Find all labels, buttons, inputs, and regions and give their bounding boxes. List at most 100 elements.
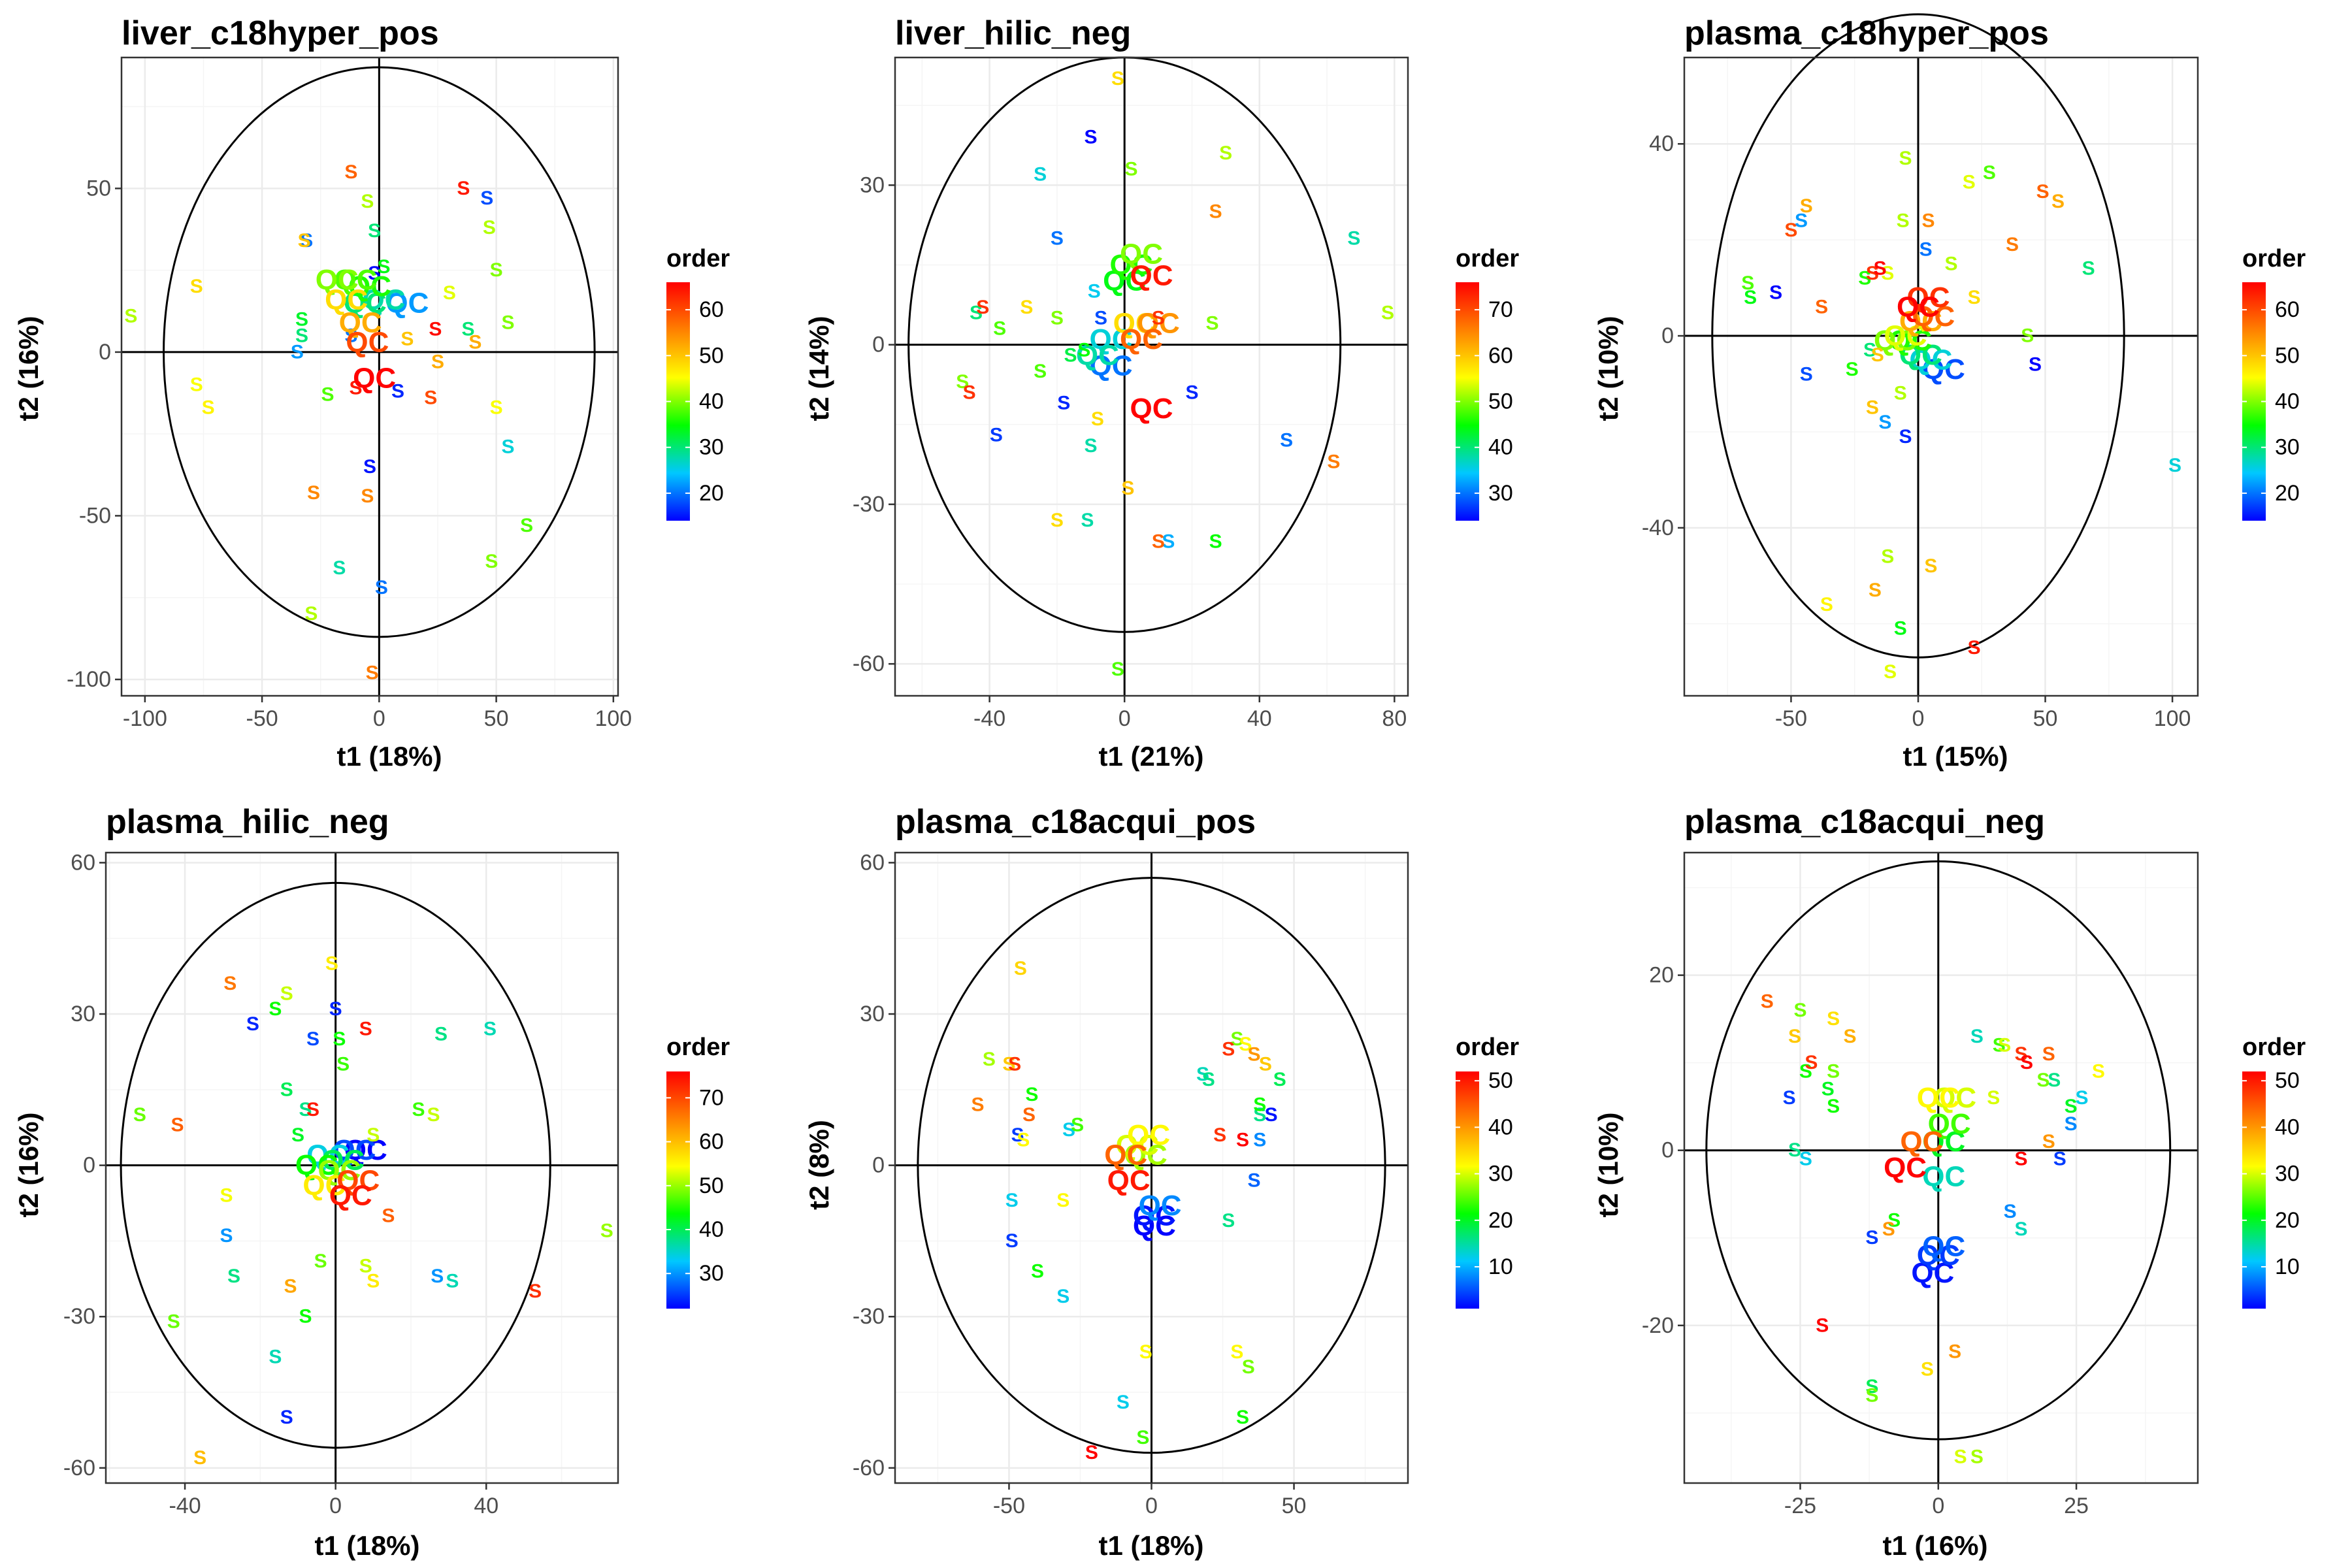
sample-point: S — [1273, 1069, 1286, 1090]
y-tick-label: 30 — [860, 172, 885, 197]
sample-point: S — [1136, 1427, 1149, 1448]
sample-point: S — [2004, 1201, 2017, 1222]
panel-1: liver_c18hyper_pos t1 (18%) t2 (16%) ord… — [13, 14, 730, 772]
colorbar-tick-label: 30 — [699, 435, 724, 460]
sample-point: S — [133, 1104, 146, 1126]
qc-point: QC — [329, 1179, 372, 1211]
sample-point: S — [1253, 1104, 1266, 1126]
sample-point: S — [1121, 478, 1134, 499]
order-colorbar: 10 20 30 40 50 — [2242, 1068, 2300, 1309]
sample-point: S — [970, 302, 983, 323]
y-tick-label: -20 — [1642, 1313, 1674, 1338]
sample-point: S — [1887, 1209, 1901, 1231]
sample-point: S — [502, 436, 515, 458]
sample-point: S — [1788, 1139, 1801, 1161]
sample-point: S — [2065, 1113, 2078, 1135]
sample-point: S — [1085, 127, 1098, 148]
sample-point: S — [1002, 1054, 1015, 1075]
plot-background — [895, 57, 1408, 696]
x-tick-label: -50 — [1775, 706, 1807, 731]
y-tick-label: 20 — [1649, 963, 1674, 988]
qc-point: QC — [1103, 265, 1146, 297]
sample-point: S — [367, 1271, 380, 1292]
x-tick-label: 100 — [2154, 706, 2191, 731]
sample-point: S — [1827, 1061, 1840, 1083]
y-tick-label: -50 — [79, 503, 111, 528]
sample-point: S — [1125, 158, 1138, 180]
sample-point: S — [1878, 412, 1891, 433]
sample-point: S — [424, 387, 437, 409]
axes: -50 0 50 100 -40 0 40 — [1642, 131, 2191, 731]
sample-point: S — [1866, 263, 1879, 284]
sample-point: S — [300, 230, 313, 252]
sample-point: S — [1022, 1104, 1036, 1126]
sample-point: S — [171, 1114, 184, 1135]
sample-point: S — [1209, 531, 1222, 552]
sample-point: S — [1922, 210, 1935, 231]
x-axis-label: t1 (15%) — [1903, 741, 2008, 772]
sample-point: S — [280, 983, 293, 1005]
sample-point: S — [1827, 1096, 1840, 1117]
sample-point: S — [344, 325, 357, 346]
panel-border — [120, 56, 619, 697]
sample-point: S — [1051, 307, 1064, 329]
sample-point: S — [1062, 1119, 1075, 1141]
sample-point: S — [1071, 1114, 1084, 1135]
qc-point: QC — [1900, 1126, 1943, 1158]
sample-point: S — [1844, 1026, 1857, 1047]
colorbar-tick-label: 50 — [1488, 389, 1513, 414]
sample-point: S — [1020, 297, 1033, 318]
sample-point: S — [457, 178, 470, 199]
order-colorbar: 30 40 50 60 70 — [1456, 282, 1513, 521]
qc-point: QC — [348, 270, 391, 302]
order-colorbar: 10 20 30 40 50 — [1456, 1068, 1513, 1309]
sample-point: S — [1222, 1039, 1235, 1060]
panel-title: plasma_c18hyper_pos — [1684, 14, 2049, 52]
qc-point: QC — [1120, 323, 1163, 355]
sample-point: S — [1247, 1169, 1260, 1191]
sample-point: S — [600, 1220, 613, 1242]
y-tick-label: 0 — [872, 333, 885, 357]
qc-point: QC — [1090, 323, 1133, 355]
qc-point: QC — [363, 284, 406, 316]
legend-title: order — [1456, 1034, 1519, 1061]
panel-title: plasma_c18acqui_neg — [1684, 803, 2045, 841]
y-tick-label: -30 — [63, 1304, 95, 1329]
sample-point: S — [190, 374, 203, 396]
panel-border — [105, 851, 619, 1484]
colorbar-tick-label: 20 — [1488, 1208, 1513, 1233]
sample-point: S — [291, 341, 304, 363]
sample-point: S — [368, 263, 381, 284]
colorbar-gradient — [666, 1071, 690, 1309]
sample-point: S — [1008, 1054, 1021, 1075]
x-tick-label: 0 — [373, 706, 385, 731]
colorbar-tick-label: 30 — [2275, 1162, 2300, 1186]
sample-point: S — [1963, 171, 1976, 193]
x-tick-label: -50 — [246, 706, 278, 731]
sample-point: S — [2036, 1070, 2050, 1091]
y-tick-label: 50 — [86, 176, 111, 201]
qc-point: QC — [316, 264, 359, 296]
sample-point: S — [1280, 430, 1293, 451]
sample-point: S — [1213, 1124, 1226, 1146]
colorbar-tick-label: 40 — [699, 389, 724, 414]
y-axis-label: t2 (14%) — [804, 316, 834, 421]
colorbar-tick-label: 40 — [2275, 1115, 2300, 1139]
sample-point: S — [2042, 1043, 2055, 1065]
sample-point: S — [1899, 148, 1912, 169]
sample-point: S — [446, 1271, 459, 1292]
qc-point: QC — [385, 287, 429, 319]
colorbar-tick-label: 40 — [2275, 389, 2300, 414]
sample-point: S — [2051, 191, 2065, 212]
sample-point: S — [1871, 344, 1884, 366]
sample-point: S — [520, 515, 533, 536]
axes: -100 -50 0 50 100 -100 -50 0 50 — [67, 176, 632, 731]
sample-point: S — [307, 482, 320, 504]
sample-point: S — [2036, 181, 2050, 203]
qc-point: QC — [1897, 291, 1940, 323]
x-tick-label: 100 — [595, 706, 632, 731]
qc-point: QC — [1133, 1210, 1176, 1242]
sample-point: S — [1051, 510, 1064, 531]
sample-point: S — [368, 220, 381, 242]
